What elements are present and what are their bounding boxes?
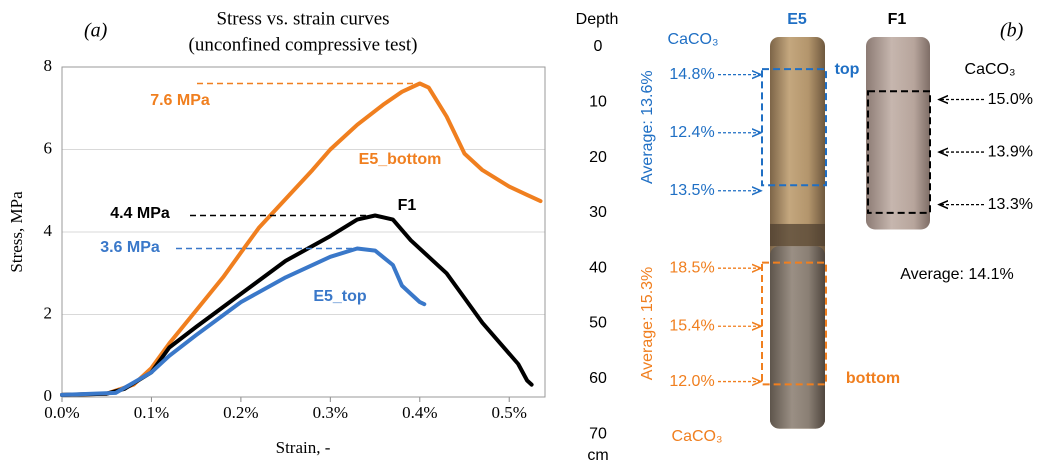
sample-value: 13.9%: [988, 143, 1033, 160]
compound-label: CaCO₃: [672, 428, 723, 445]
peak-label: 7.6 MPa: [150, 92, 210, 109]
chart-subtitle: (unconfined compressive test): [189, 34, 418, 55]
sample-value: 12.4%: [669, 124, 714, 141]
y-tick-label: 4: [44, 221, 53, 240]
series-label: F1: [398, 197, 417, 214]
plot-frame: [61, 66, 546, 398]
series-label: E5_bottom: [359, 151, 442, 168]
peak-label: 3.6 MPa: [100, 239, 160, 256]
average-label: Average: 15.3%: [639, 267, 656, 381]
x-tick-label: 0.4%: [402, 403, 437, 422]
peak-label: 4.4 MPa: [110, 205, 170, 222]
depth-tick-label: 40: [589, 259, 607, 276]
panel-label: (b): [1000, 20, 1024, 42]
compound-label: CaCO₃: [668, 31, 719, 48]
depth-tick-label: 50: [589, 315, 607, 332]
sample-value: 13.3%: [988, 196, 1033, 213]
depth-tick-label: 30: [589, 204, 607, 221]
sample-value: 15.4%: [669, 317, 714, 334]
core-band: [770, 223, 825, 247]
core-name: F1: [888, 11, 907, 28]
series-line: [60, 246, 427, 397]
tag-label: top: [835, 61, 860, 78]
sample-box: [867, 90, 931, 214]
compound-label: CaCO₃: [965, 61, 1016, 78]
chart-title: Stress vs. strain curves: [216, 8, 389, 29]
core-name: E5: [787, 11, 807, 28]
depth-tick-label: 60: [589, 370, 607, 387]
average-label: Average: 13.6%: [639, 70, 656, 184]
series-line: [60, 213, 534, 397]
x-tick-label: 0.5%: [492, 403, 527, 422]
sample-value: 14.8%: [669, 66, 714, 83]
average-label: Average: 14.1%: [900, 266, 1014, 283]
x-axis-title: Strain, -: [276, 438, 331, 457]
sample-value: 18.5%: [669, 259, 714, 276]
depth-tick-label: 10: [589, 94, 607, 111]
y-tick-label: 0: [44, 386, 53, 405]
x-tick-label: 0.0%: [44, 403, 79, 422]
core-photo: [866, 37, 930, 230]
depth-title: Depth: [576, 11, 619, 28]
sample-box: [761, 68, 827, 187]
y-tick-label: 6: [44, 138, 53, 157]
depth-tick-label: 70: [589, 425, 607, 442]
sample-value: 13.5%: [669, 182, 714, 199]
y-tick-label: 2: [44, 303, 53, 322]
y-tick-label: 8: [44, 56, 53, 75]
tag-label: bottom: [846, 370, 900, 387]
depth-unit: cm: [587, 447, 608, 464]
depth-tick-label: 0: [594, 38, 603, 55]
sample-value: 15.0%: [988, 91, 1033, 108]
x-tick-label: 0.3%: [313, 403, 348, 422]
series-line: [60, 81, 543, 397]
x-tick-label: 0.2%: [223, 403, 258, 422]
series-label: E5_top: [313, 288, 367, 305]
depth-tick-label: 20: [589, 149, 607, 166]
sample-value: 12.0%: [669, 373, 714, 390]
x-tick-label: 0.1%: [134, 403, 169, 422]
y-axis-title: Stress, MPa: [7, 191, 26, 273]
core-photo-lower: [770, 246, 825, 429]
panel-label: (a): [84, 20, 108, 42]
